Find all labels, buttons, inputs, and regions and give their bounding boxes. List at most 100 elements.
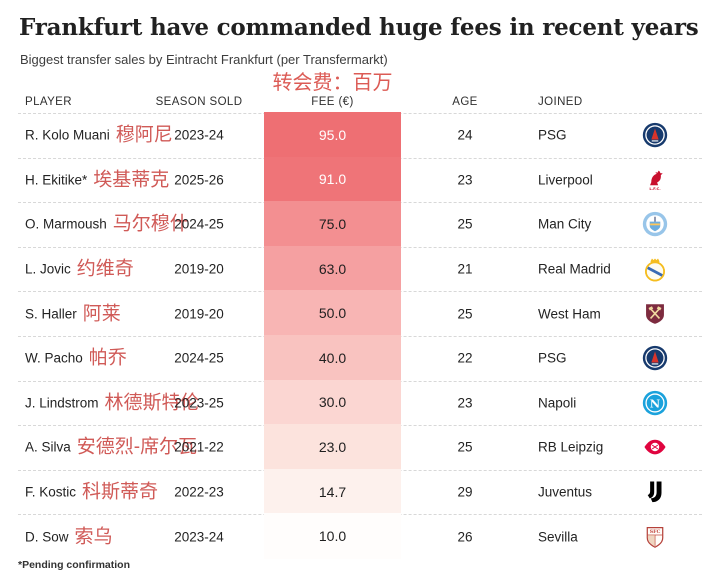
club-logo	[641, 211, 669, 237]
player-annotation-zh: 林德斯特伦	[104, 392, 200, 414]
club-logo: SFC	[641, 524, 669, 550]
table-row: H. Ekitike* 埃基蒂克 2025-26 91.0 23 Liverpo…	[0, 156, 720, 203]
west-ham-crest-icon	[642, 301, 668, 327]
club-logo	[641, 434, 669, 460]
column-header-season: SEASON SOLD	[155, 96, 243, 108]
man-city-crest-icon	[642, 211, 668, 237]
fee-cell: 95.0	[264, 112, 401, 158]
table-row: O. Marmoush 马尔穆什 2024-25 75.0 25 Man Cit…	[0, 201, 720, 247]
player-cell: O. Marmoush 马尔穆什	[25, 215, 189, 234]
table-row: W. Pacho 帕乔 2024-25 40.0 22 PSG	[0, 334, 720, 381]
napoli-crest-icon: N	[642, 390, 668, 416]
joined-cell: Juventus	[538, 484, 593, 500]
player-annotation-zh: 阿莱	[82, 303, 121, 325]
club-logo	[641, 122, 669, 148]
column-header-joined: JOINED	[538, 96, 583, 108]
table-header-row: PLAYER SEASON SOLD FEE (€) AGE JOINED	[0, 96, 720, 112]
season-cell: 2019-20	[174, 261, 224, 277]
rb-leipzig-crest-icon	[642, 434, 668, 460]
player-name: O. Marmoush	[25, 216, 107, 232]
player-annotation-zh: 安德烈-席尔瓦	[76, 436, 198, 458]
footnote: *Pending confirmation	[18, 559, 131, 571]
club-logo	[641, 301, 669, 327]
joined-cell: Liverpool	[538, 172, 593, 188]
player-name: J. Lindstrom	[25, 395, 99, 411]
player-annotation-zh: 帕乔	[88, 347, 127, 369]
player-cell: J. Lindstrom 林德斯特伦	[25, 393, 200, 412]
player-name: A. Silva	[25, 439, 71, 455]
player-cell: R. Kolo Muani 穆阿尼	[25, 126, 173, 145]
real-madrid-crest-icon	[642, 256, 668, 282]
season-cell: 2019-20	[174, 306, 224, 322]
age-cell: 25	[457, 439, 473, 455]
fee-cell: 50.0	[264, 290, 401, 336]
psg-crest-icon	[642, 345, 668, 371]
club-logo	[641, 479, 669, 505]
page-title: Frankfurt have commanded huge fees in re…	[19, 14, 699, 41]
fee-cell: 63.0	[264, 245, 401, 292]
season-cell: 2023-24	[174, 127, 224, 143]
fee-cell: 14.7	[264, 468, 401, 515]
column-header-fee: FEE (€)	[311, 96, 354, 108]
svg-text:L.F.C.: L.F.C.	[649, 187, 661, 191]
club-logo	[641, 345, 669, 371]
fee-cell: 40.0	[264, 334, 401, 381]
fee-cell: 75.0	[264, 201, 401, 247]
psg-crest-icon	[642, 122, 668, 148]
joined-cell: West Ham	[538, 306, 601, 322]
player-name: H. Ekitike*	[25, 172, 88, 188]
club-logo: L.F.C.	[641, 167, 669, 193]
joined-cell: Real Madrid	[538, 261, 611, 277]
table-row: S. Haller 阿莱 2019-20 50.0 25 West Ham	[0, 290, 720, 336]
table-row: F. Kostic 科斯蒂奇 2022-23 14.7 29 Juventus	[0, 468, 720, 515]
age-cell: 23	[457, 172, 473, 188]
fee-cell: 30.0	[264, 379, 401, 426]
player-name: L. Jovic	[25, 261, 71, 277]
season-cell: 2023-25	[174, 395, 224, 411]
player-annotation-zh: 约维奇	[76, 258, 134, 280]
age-cell: 26	[457, 529, 473, 545]
age-cell: 21	[457, 261, 473, 277]
season-cell: 2024-25	[174, 216, 224, 232]
player-cell: H. Ekitike* 埃基蒂克	[25, 170, 169, 189]
table-body: R. Kolo Muani 穆阿尼 2023-24 95.0 24 PSG H.…	[0, 112, 720, 559]
season-cell: 2024-25	[174, 350, 224, 366]
juventus-crest-icon	[642, 479, 668, 505]
player-name: F. Kostic	[25, 484, 77, 500]
player-name: D. Sow	[25, 529, 69, 545]
player-annotation-zh: 穆阿尼	[115, 124, 173, 146]
player-cell: W. Pacho 帕乔	[25, 349, 127, 368]
fee-cell: 91.0	[264, 156, 401, 203]
table-row: L. Jovic 约维奇 2019-20 63.0 21 Real Madrid	[0, 245, 720, 292]
player-cell: S. Haller 阿莱	[25, 304, 121, 323]
joined-cell: Napoli	[538, 395, 577, 411]
age-cell: 23	[457, 395, 473, 411]
column-header-age: AGE	[452, 96, 478, 108]
svg-text:N: N	[650, 396, 660, 410]
season-cell: 2023-24	[174, 529, 224, 545]
fee-cell: 23.0	[264, 424, 401, 470]
fee-cell: 10.0	[264, 513, 401, 559]
player-name: W. Pacho	[25, 350, 83, 366]
season-cell: 2025-26	[174, 172, 224, 188]
age-cell: 25	[457, 306, 473, 322]
age-cell: 22	[457, 350, 473, 366]
season-cell: 2021-22	[174, 439, 224, 455]
table-row: R. Kolo Muani 穆阿尼 2023-24 95.0 24 PSG	[0, 112, 720, 158]
player-cell: A. Silva 安德烈-席尔瓦	[25, 438, 197, 457]
player-cell: L. Jovic 约维奇	[25, 260, 134, 279]
joined-cell: RB Leipzig	[538, 439, 604, 455]
age-cell: 25	[457, 216, 473, 232]
page-subtitle: Biggest transfer sales by Eintracht Fran…	[20, 52, 388, 67]
player-cell: D. Sow 索乌	[25, 527, 113, 546]
player-annotation-zh: 索乌	[74, 526, 113, 548]
club-logo	[641, 256, 669, 282]
column-header-player: PLAYER	[25, 96, 72, 108]
joined-cell: PSG	[538, 127, 567, 143]
table-row: A. Silva 安德烈-席尔瓦 2021-22 23.0 25 RB Leip…	[0, 424, 720, 470]
joined-cell: Man City	[538, 216, 592, 232]
table-row: D. Sow 索乌 2023-24 10.0 26 Sevilla SFC	[0, 513, 720, 559]
svg-text:SFC: SFC	[650, 529, 661, 535]
liverpool-crest-icon: L.F.C.	[642, 167, 668, 193]
